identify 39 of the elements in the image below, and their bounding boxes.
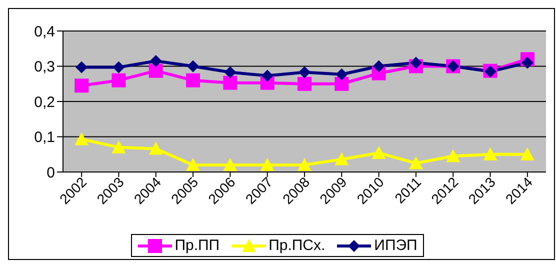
point — [186, 73, 200, 88]
point — [520, 147, 534, 160]
point — [334, 76, 349, 91]
point — [223, 158, 238, 171]
point — [186, 158, 200, 171]
point — [298, 158, 312, 171]
point — [223, 76, 238, 90]
point — [521, 56, 534, 69]
y-tick-label: 0 — [46, 164, 55, 182]
y-tick-label: 0,2 — [34, 94, 55, 111]
point — [261, 70, 274, 82]
point — [410, 56, 422, 69]
y-tick-label: 0,3 — [34, 58, 55, 76]
point — [148, 64, 163, 78]
point — [260, 158, 274, 171]
legend-label: ИПЭП — [373, 237, 418, 254]
point — [150, 54, 162, 67]
y-tick-label: 0,4 — [34, 23, 55, 40]
y-tick-label: 0,1 — [34, 129, 55, 146]
point — [483, 147, 498, 160]
point — [336, 68, 348, 80]
point — [112, 140, 126, 154]
point — [298, 66, 310, 78]
point — [187, 60, 200, 72]
point — [74, 132, 89, 146]
point — [408, 156, 423, 170]
point — [298, 76, 312, 91]
point — [76, 61, 88, 74]
point — [74, 78, 89, 93]
legend-label: Пр.ПСх. — [268, 237, 326, 254]
point — [372, 146, 386, 159]
point — [148, 142, 163, 155]
legend-label: Пр.ПП — [174, 237, 220, 254]
point — [112, 61, 125, 74]
point — [372, 60, 385, 72]
point — [446, 149, 460, 162]
point — [224, 66, 236, 78]
point — [334, 152, 349, 166]
point — [112, 73, 126, 88]
